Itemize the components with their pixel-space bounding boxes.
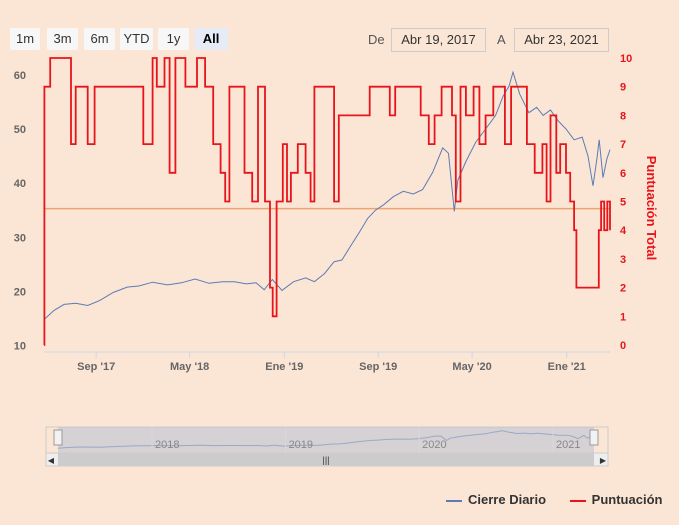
right-axis-title: Puntuación Total [644, 156, 659, 260]
navigator-mask [58, 427, 594, 465]
x-tick-label: Ene '21 [548, 361, 586, 373]
navigator: 2018 2019 2020 2021 ||| ◀ ▶ [45, 426, 609, 467]
legend-swatch-score [569, 499, 586, 502]
right-tick-label: 1 [620, 311, 626, 323]
left-axis: 10 20 30 40 50 60 [14, 70, 26, 353]
x-tick-label: May '18 [170, 361, 209, 373]
scrollbar-thumb [58, 453, 594, 466]
legend-item-puntuacion[interactable]: Puntuación [569, 492, 662, 507]
navigator-left-handle [53, 429, 63, 446]
legend-item-cierre-diario[interactable]: Cierre Diario [446, 492, 546, 507]
range-button-all[interactable]: All [194, 28, 228, 50]
x-axis: Sep '17 May '18 Ene '19 Sep '19 May '20 Ene '… [44, 351, 610, 373]
left-tick-label: 60 [14, 70, 26, 82]
left-tick-label: 40 [14, 178, 26, 190]
navigator-year-label: 2020 [422, 439, 446, 451]
right-tick-label: 2 [620, 283, 626, 295]
scroll-left-arrow: ◀ [48, 456, 55, 465]
left-tick-label: 50 [14, 124, 26, 136]
x-tick-label: May '20 [452, 361, 491, 373]
to-date-label: A [497, 32, 506, 47]
range-button-6m[interactable]: 6m [84, 28, 115, 50]
navigator-year-label: 2021 [556, 439, 580, 451]
navigator-scrollbar [45, 452, 609, 467]
right-tick-label: 6 [620, 168, 626, 180]
right-tick-label: 4 [620, 225, 627, 237]
from-date-input[interactable]: Abr 19, 2017 [391, 28, 486, 52]
navigator-series [57, 430, 595, 449]
right-tick-label: 0 [620, 340, 626, 352]
range-button-ytd[interactable]: YTD [120, 28, 153, 50]
right-tick-label: 3 [620, 254, 626, 266]
scrollbar-grip: ||| [322, 455, 329, 465]
from-date-label: De [368, 32, 385, 47]
scroll-right-arrow: ▶ [600, 456, 607, 465]
right-tick-label: 5 [620, 197, 626, 209]
x-tick-label: Sep '17 [77, 361, 115, 373]
x-tick-label: Ene '19 [265, 361, 303, 373]
range-button-1y[interactable]: 1y [158, 28, 189, 50]
right-axis: 0 1 2 3 4 5 6 7 8 9 10 [620, 53, 632, 352]
range-button-1m[interactable]: 1m [10, 28, 40, 50]
navigator-year-label: 2019 [289, 439, 313, 451]
legend-swatch-price [446, 499, 462, 502]
right-tick-label: 9 [620, 82, 626, 94]
x-tick-label: Sep '19 [359, 361, 397, 373]
range-button-3m[interactable]: 3m [47, 28, 78, 50]
right-tick-label: 7 [620, 139, 626, 151]
to-date-input[interactable]: Abr 23, 2021 [514, 28, 609, 52]
series-line-cierre-diario [43, 70, 611, 320]
right-tick-label: 8 [620, 110, 626, 122]
series-line-puntuacion [43, 57, 611, 346]
navigator-year-label: 2018 [155, 439, 179, 451]
legend: Cierre Diario Puntuación [446, 492, 662, 507]
left-tick-label: 10 [14, 341, 26, 353]
navigator-right-handle [589, 429, 599, 446]
right-tick-label: 10 [620, 53, 632, 65]
left-tick-label: 30 [14, 232, 26, 244]
left-tick-label: 20 [14, 286, 26, 298]
